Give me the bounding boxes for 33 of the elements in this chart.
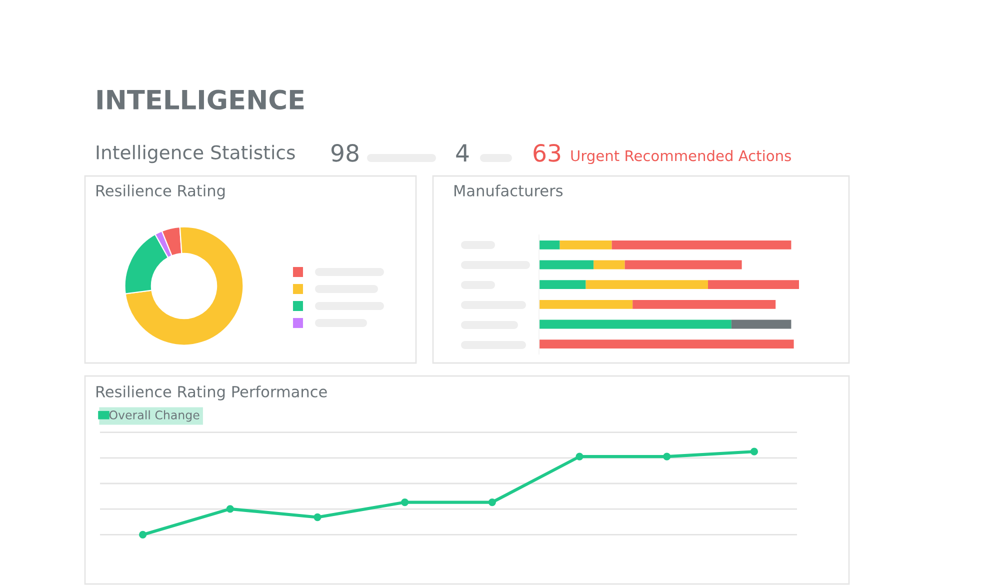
bar <box>731 320 792 329</box>
point <box>576 452 584 460</box>
text: 4 <box>456 144 469 162</box>
bar <box>632 300 776 309</box>
point <box>314 513 322 522</box>
point <box>226 505 234 513</box>
bar <box>539 260 594 270</box>
text: 98 <box>331 144 358 162</box>
text: Intelligence Statistics <box>96 144 295 164</box>
point <box>750 448 758 456</box>
donut-slice <box>124 226 244 346</box>
bar <box>594 260 625 270</box>
bar <box>612 240 792 250</box>
text: 63 <box>534 144 560 162</box>
legend-label: Overall Change <box>109 410 200 422</box>
bar <box>586 280 708 290</box>
point <box>401 498 409 506</box>
bar <box>539 340 794 349</box>
point <box>488 498 496 506</box>
bar <box>539 300 633 309</box>
chart-title: Manufacturers <box>454 184 563 196</box>
chart-title: Resilience Rating Performance <box>96 386 327 400</box>
bar <box>539 240 560 250</box>
bar <box>539 280 586 290</box>
bar <box>708 280 799 290</box>
bar <box>560 240 612 250</box>
text: INTELLIGENCE <box>97 90 304 110</box>
text: Urgent Recommended Actions <box>571 150 791 164</box>
point <box>663 452 671 460</box>
bar <box>624 260 742 270</box>
chart-title: Resilience Rating <box>96 184 225 200</box>
bar <box>539 320 732 329</box>
point <box>138 530 147 539</box>
